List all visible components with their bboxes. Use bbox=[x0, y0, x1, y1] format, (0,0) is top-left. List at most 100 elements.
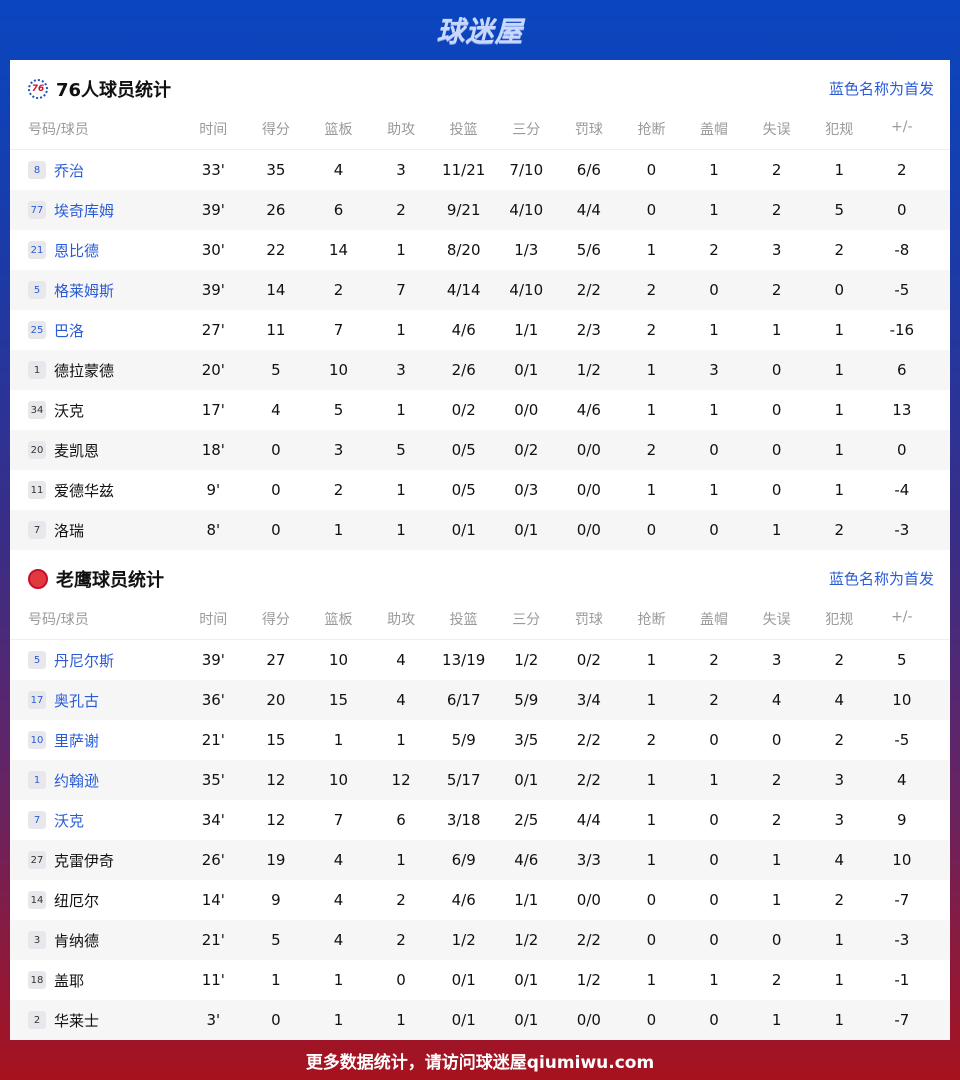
stat-cell: 1/2 bbox=[514, 651, 539, 669]
column-header[interactable]: 投篮 bbox=[449, 612, 478, 628]
player-name[interactable]: 德拉蒙德 bbox=[54, 361, 115, 380]
stat-cell: 0/2 bbox=[514, 441, 539, 459]
player-row[interactable]: 10 里萨谢 21' 15 1 1 5/9 3/5 2/2 2 0 0 2 -5 bbox=[10, 720, 950, 760]
stat-cell: 19 bbox=[266, 851, 286, 869]
stat-cell: 4 bbox=[834, 851, 844, 869]
player-cell: 18 盖耶 bbox=[10, 970, 182, 991]
column-header[interactable]: 篮板 bbox=[324, 122, 353, 138]
player-name[interactable]: 埃奇库姆 bbox=[54, 201, 115, 220]
column-header[interactable]: 失误 bbox=[762, 122, 791, 138]
stat-cell: 5 bbox=[333, 401, 344, 419]
column-header[interactable]: 三分 bbox=[512, 122, 541, 138]
player-row[interactable]: 21 恩比德 30' 22 14 1 8/20 1/3 5/6 1 2 3 2 -8 bbox=[10, 230, 950, 270]
player-name[interactable]: 肯纳德 bbox=[54, 931, 100, 950]
stat-cell: 1 bbox=[771, 521, 782, 539]
stat-cell: 21' bbox=[201, 931, 225, 949]
column-header[interactable]: 投篮 bbox=[449, 122, 478, 138]
player-row[interactable]: 2 华莱士 3' 0 1 1 0/1 0/1 0/0 0 0 1 1 -7 bbox=[10, 1000, 950, 1040]
player-row[interactable]: 3 肯纳德 21' 5 4 2 1/2 1/2 2/2 0 0 0 1 -3 bbox=[10, 920, 950, 960]
column-header[interactable]: 时间 bbox=[199, 122, 228, 138]
column-header[interactable]: 三分 bbox=[512, 612, 541, 628]
stat-cell: 26' bbox=[201, 851, 225, 869]
player-row[interactable]: 11 爱德华兹 9' 0 2 1 0/5 0/3 0/0 1 1 0 1 -4 bbox=[10, 470, 950, 510]
player-cell: 3 肯纳德 bbox=[10, 930, 182, 951]
player-name[interactable]: 里萨谢 bbox=[54, 731, 100, 750]
column-header[interactable]: 罚球 bbox=[574, 612, 603, 628]
player-name[interactable]: 爱德华兹 bbox=[54, 481, 115, 500]
stat-cell: 0/1 bbox=[451, 1011, 476, 1029]
player-name[interactable]: 丹尼尔斯 bbox=[54, 651, 115, 670]
player-name[interactable]: 盖耶 bbox=[54, 971, 85, 990]
stat-cell: 2/5 bbox=[514, 811, 539, 829]
stat-cell: 0 bbox=[646, 891, 657, 909]
column-header[interactable]: 时间 bbox=[199, 612, 228, 628]
column-header[interactable]: 助攻 bbox=[387, 122, 416, 138]
stat-cell: 39' bbox=[201, 651, 225, 669]
player-row[interactable]: 34 沃克 17' 4 5 1 0/2 0/0 4/6 1 1 0 1 13 bbox=[10, 390, 950, 430]
player-row[interactable]: 20 麦凯恩 18' 0 3 5 0/5 0/2 0/0 2 0 0 1 0 bbox=[10, 430, 950, 470]
player-name[interactable]: 奥孔古 bbox=[54, 691, 100, 710]
column-header[interactable]: 号码/球员 bbox=[28, 612, 89, 628]
player-row[interactable]: 17 奥孔古 36' 20 15 4 6/17 5/9 3/4 1 2 4 4 10 bbox=[10, 680, 950, 720]
player-row[interactable]: 1 德拉蒙德 20' 5 10 3 2/6 0/1 1/2 1 3 0 1 6 bbox=[10, 350, 950, 390]
stat-cell: 0/2 bbox=[451, 401, 476, 419]
stat-cell: 1 bbox=[646, 771, 657, 789]
team-section: 老鹰球员统计 蓝色名称为首发 号码/球员 时间 得分 篮板 助攻 投篮 三分 罚球 抢断 盖帽 失误 犯规… bbox=[10, 550, 950, 1040]
stat-cell: 0/1 bbox=[514, 521, 539, 539]
player-name[interactable]: 约翰逊 bbox=[54, 771, 100, 790]
column-header[interactable]: 失误 bbox=[762, 612, 791, 628]
column-header[interactable]: 篮板 bbox=[324, 612, 353, 628]
column-header[interactable]: 助攻 bbox=[387, 612, 416, 628]
column-header[interactable]: +/- bbox=[891, 609, 913, 625]
stat-cell: 10 bbox=[892, 851, 912, 869]
stat-cell: 8' bbox=[206, 521, 221, 539]
column-header[interactable]: 盖帽 bbox=[700, 612, 729, 628]
stat-cell: 34' bbox=[201, 811, 225, 829]
player-name[interactable]: 华莱士 bbox=[54, 1011, 100, 1030]
player-name[interactable]: 恩比德 bbox=[54, 241, 100, 260]
player-name[interactable]: 麦凯恩 bbox=[54, 441, 100, 460]
player-name[interactable]: 沃克 bbox=[54, 811, 85, 830]
stat-cell: 14 bbox=[328, 241, 349, 259]
stat-cell: 4/6 bbox=[514, 851, 539, 869]
column-header[interactable]: 犯规 bbox=[825, 122, 854, 138]
column-header[interactable]: +/- bbox=[891, 119, 913, 135]
player-row[interactable]: 7 洛瑞 8' 0 1 1 0/1 0/1 0/0 0 0 1 2 -3 bbox=[10, 510, 950, 550]
column-header[interactable]: 得分 bbox=[261, 122, 290, 138]
stat-cell: 4/6 bbox=[451, 891, 476, 909]
column-header[interactable]: 罚球 bbox=[574, 122, 603, 138]
stat-cell: 0/0 bbox=[576, 481, 601, 499]
stat-cell: 0 bbox=[646, 161, 657, 179]
column-header[interactable]: 得分 bbox=[261, 612, 290, 628]
player-row[interactable]: 25 巴洛 27' 11 7 1 4/6 1/1 2/3 2 1 1 1 -16 bbox=[10, 310, 950, 350]
stat-cell: 0 bbox=[271, 441, 281, 459]
player-row[interactable]: 7 沃克 34' 12 7 6 3/18 2/5 4/4 1 0 2 3 9 bbox=[10, 800, 950, 840]
footer-banner[interactable]: 更多数据统计，请访问球迷屋qiumiwu.com bbox=[305, 1052, 655, 1073]
player-row[interactable]: 5 格莱姆斯 39' 14 2 7 4/14 4/10 2/2 2 0 2 0 -5 bbox=[10, 270, 950, 310]
player-row[interactable]: 27 克雷伊奇 26' 19 4 1 6/9 4/6 3/3 1 0 1 4 10 bbox=[10, 840, 950, 880]
player-name[interactable]: 格莱姆斯 bbox=[54, 281, 115, 300]
player-row[interactable]: 8 乔治 33' 35 4 3 11/21 7/10 6/6 0 1 2 1 2 bbox=[10, 150, 950, 190]
player-name[interactable]: 沃克 bbox=[54, 401, 85, 420]
player-row[interactable]: 14 纽厄尔 14' 9 4 2 4/6 1/1 0/0 0 0 1 2 -7 bbox=[10, 880, 950, 920]
player-row[interactable]: 1 约翰逊 35' 12 10 12 5/17 0/1 2/2 1 1 2 3 4 bbox=[10, 760, 950, 800]
column-header[interactable]: 犯规 bbox=[825, 612, 854, 628]
player-name[interactable]: 乔治 bbox=[54, 161, 85, 180]
player-row[interactable]: 5 丹尼尔斯 39' 27 10 4 13/19 1/2 0/2 1 2 3 2 5 bbox=[10, 640, 950, 680]
stat-cell: 1 bbox=[709, 971, 719, 989]
player-name[interactable]: 纽厄尔 bbox=[54, 891, 100, 910]
stat-cell: 11' bbox=[201, 971, 225, 989]
player-row[interactable]: 77 埃奇库姆 39' 26 6 2 9/21 4/10 4/4 0 1 2 5 0 bbox=[10, 190, 950, 230]
stat-cell: 0 bbox=[709, 1011, 719, 1029]
player-name[interactable]: 巴洛 bbox=[54, 321, 85, 340]
stat-cell: 27' bbox=[201, 321, 225, 339]
player-name[interactable]: 洛瑞 bbox=[54, 521, 85, 540]
player-name[interactable]: 克雷伊奇 bbox=[54, 851, 115, 870]
column-header[interactable]: 抢断 bbox=[637, 122, 666, 138]
column-header[interactable]: 抢断 bbox=[637, 612, 666, 628]
column-header[interactable]: 盖帽 bbox=[700, 122, 729, 138]
stat-cell: 7 bbox=[333, 811, 344, 829]
column-header[interactable]: 号码/球员 bbox=[28, 122, 89, 138]
player-row[interactable]: 18 盖耶 11' 1 1 0 0/1 0/1 1/2 1 1 2 1 -1 bbox=[10, 960, 950, 1000]
stat-cell: 12 bbox=[266, 811, 286, 829]
